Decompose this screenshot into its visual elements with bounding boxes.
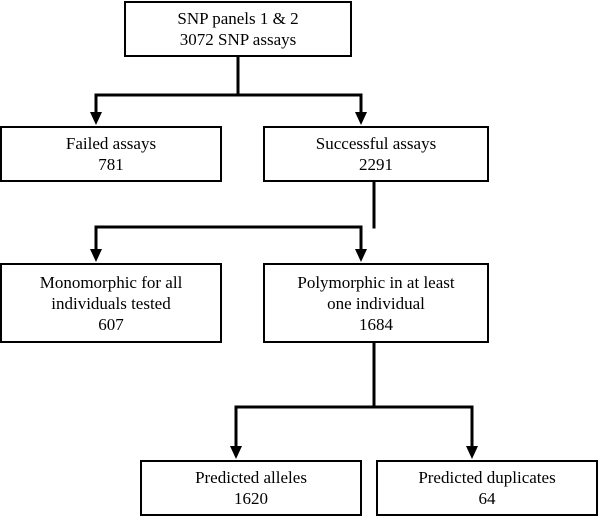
node-successful-line-1: Successful assays <box>315 134 437 153</box>
node-polymorphic-line-1: Polymorphic in at least <box>297 272 455 292</box>
arrowhead-alleles <box>230 446 242 459</box>
node-monomorphic-line-1: Monomorphic for all <box>39 272 183 292</box>
node-polymorphic-line-3: 1684 <box>359 314 393 334</box>
arrowhead-polymorphic <box>355 249 367 262</box>
node-root-line-1: SNP panels 1 & 2 <box>177 9 299 28</box>
node-root: SNP panels 1 & 2 3072 SNP assays <box>124 1 352 57</box>
node-polymorphic: Polymorphic in at least one individual 1… <box>263 263 489 343</box>
arrowhead-successful <box>355 112 367 125</box>
node-polymorphic-line-2: one individual <box>327 293 425 313</box>
arrowhead-monomorphic <box>90 249 102 262</box>
node-successful-line-2: 2291 <box>359 155 393 174</box>
node-alleles: Predicted alleles 1620 <box>140 460 362 516</box>
node-monomorphic: Monomorphic for all individuals tested 6… <box>0 263 222 343</box>
node-monomorphic-line-2: individuals tested <box>51 293 171 313</box>
node-alleles-line-1: Predicted alleles <box>195 468 307 487</box>
arrowhead-duplicates <box>466 446 478 459</box>
node-alleles-line-2: 1620 <box>234 489 268 508</box>
node-root-line-2: 3072 SNP assays <box>179 30 297 49</box>
node-monomorphic-line-3: 607 <box>98 314 124 334</box>
node-failed: Failed assays 781 <box>0 126 222 182</box>
arrowhead-failed <box>90 112 102 125</box>
node-duplicates: Predicted duplicates 64 <box>376 460 598 516</box>
node-failed-line-1: Failed assays <box>65 134 157 153</box>
node-duplicates-line-2: 64 <box>478 489 496 508</box>
node-successful: Successful assays 2291 <box>263 126 489 182</box>
node-failed-line-2: 781 <box>98 155 124 174</box>
node-duplicates-line-1: Predicted duplicates <box>418 468 556 487</box>
